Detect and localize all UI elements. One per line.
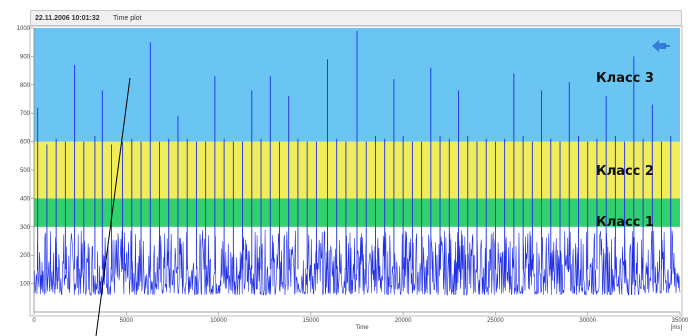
- axes: 0 5000 10000 15000 20000 25000 30000 35000 100 20…: [17, 26, 689, 331]
- rewind-arrow-icon[interactable]: [652, 40, 670, 52]
- y-tick-label-2: 300: [20, 225, 31, 231]
- y-tick-label-4: 500: [20, 168, 31, 174]
- rewind-arrow-shape: [652, 40, 666, 52]
- plot-timestamp: 22.11.2006 10:01:32: [35, 15, 100, 22]
- x-tick-label-6: 30000: [579, 318, 596, 324]
- y-tick-label-9: 1000: [17, 26, 31, 32]
- plot-title: Time plot: [113, 15, 142, 22]
- class-labels: Класс 1 Класс 2 Класс 3: [596, 71, 654, 230]
- y-tick-label-0: 100: [20, 282, 31, 288]
- y-tick-label-6: 700: [20, 111, 31, 117]
- x-tick-label-2: 10000: [210, 318, 227, 324]
- y-tick-label-1: 200: [20, 253, 31, 259]
- class-label-1: Класс 1: [596, 215, 654, 230]
- y-tick-label-7: 800: [20, 83, 31, 89]
- x-tick-label-1: 5000: [120, 318, 134, 324]
- x-tick-label-4: 20000: [395, 318, 412, 324]
- y-tick-label-5: 600: [20, 140, 31, 146]
- class-label-2: Класс 2: [596, 164, 654, 179]
- x-tick-label-5: 25000: [487, 318, 504, 324]
- x-axis-unit: [ms]: [671, 325, 683, 331]
- y-tick-label-8: 900: [20, 54, 31, 60]
- x-axis-label: Time: [355, 325, 369, 331]
- x-tick-label-7: 35000: [672, 318, 689, 324]
- callout-line: [95, 77, 131, 336]
- x-tick-label-3: 15000: [303, 318, 320, 324]
- x-tick-label-0: 0: [32, 318, 36, 324]
- y-tick-label-3: 400: [20, 196, 31, 202]
- signal-series: [33, 30, 681, 297]
- class-label-3: Класс 3: [596, 71, 654, 86]
